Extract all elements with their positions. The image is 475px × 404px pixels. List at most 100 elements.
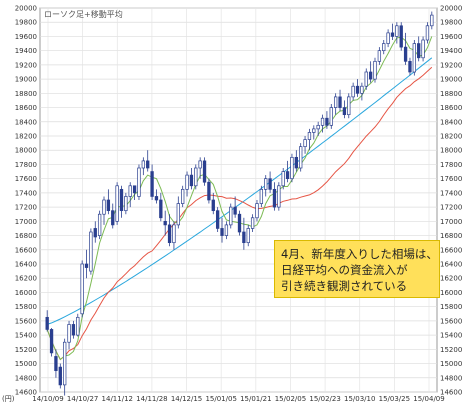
candle-body — [425, 25, 430, 41]
candle-body — [430, 14, 434, 27]
candle-body — [211, 199, 215, 212]
candle-body — [408, 60, 412, 73]
x-tick-label: 14/10/27 — [67, 395, 98, 403]
mid-ma-line — [46, 66, 433, 361]
candle-body — [207, 181, 211, 201]
y-tick-label-left: 17800 — [15, 161, 37, 169]
y-tick-label-right: 15200 — [440, 346, 462, 354]
candle-body — [250, 217, 255, 229]
y-tick-label-left: 14600 — [15, 389, 37, 397]
candle-body — [242, 231, 246, 244]
candle-body — [255, 203, 259, 219]
candle-body — [106, 199, 111, 212]
y-tick-label-left: 19800 — [15, 19, 37, 27]
candle-body — [176, 203, 180, 226]
candle-body — [198, 160, 202, 169]
y-tick-label-right: 16600 — [440, 246, 462, 254]
candle-body — [229, 206, 233, 226]
candle-body — [124, 196, 128, 212]
x-tick-label: 15/04/09 — [413, 395, 444, 403]
candle-body — [355, 85, 360, 94]
y-tick-label-left: 18600 — [15, 104, 37, 112]
candle-body — [63, 341, 67, 386]
y-unit-label: (円) — [2, 395, 15, 403]
candle-body — [277, 185, 281, 208]
candle-body — [167, 224, 172, 244]
y-tick-label-right: 19800 — [440, 19, 462, 27]
y-tick-label-right: 18600 — [440, 104, 462, 112]
candle-body — [246, 228, 250, 244]
candle-body — [373, 60, 377, 80]
candle-body — [417, 43, 421, 59]
x-tick-label: 15/02/23 — [309, 395, 340, 403]
candle-body — [89, 231, 93, 272]
y-tick-label-right: 18400 — [440, 118, 462, 126]
y-tick-label-left: 16000 — [15, 289, 37, 297]
x-tick-label: 14/11/12 — [102, 395, 133, 403]
y-tick-label-left: 15600 — [15, 317, 37, 325]
candle-body — [45, 316, 49, 330]
y-tick-label-right: 19600 — [440, 33, 462, 41]
x-tick-label: 15/03/25 — [379, 395, 410, 403]
y-tick-label-left: 19400 — [15, 47, 37, 55]
candle-body — [159, 199, 163, 219]
x-tick-label: 15/02/05 — [275, 395, 306, 403]
y-tick-label-left: 16800 — [15, 232, 37, 240]
y-tick-label-right: 16000 — [440, 289, 462, 297]
x-tick-label: 14/10/09 — [32, 395, 63, 403]
annotation-line-3: 引き続き観測されている — [281, 279, 408, 293]
candle-body — [403, 46, 408, 62]
candle-body — [320, 117, 325, 126]
y-tick-label-left: 17200 — [15, 204, 37, 212]
candle-body — [364, 71, 368, 87]
candle-body — [150, 171, 154, 197]
y-tick-label-left: 15400 — [15, 332, 37, 340]
candle-body — [333, 96, 338, 108]
long-ma-line — [47, 57, 433, 325]
candle-body — [202, 160, 207, 183]
candle-body — [181, 188, 185, 204]
candle-body — [382, 43, 386, 52]
candle-body — [299, 146, 303, 169]
x-tick-label: 15/03/10 — [344, 395, 375, 403]
x-tick-label: 14/11/28 — [136, 395, 167, 403]
candle-body — [102, 199, 106, 215]
y-tick-label-right: 18800 — [440, 90, 462, 98]
y-tick-label-left: 19600 — [15, 33, 37, 41]
candle-body — [58, 366, 62, 386]
candle-body — [268, 178, 272, 190]
candle-body — [71, 324, 76, 336]
y-tick-label-right: 17400 — [440, 189, 462, 197]
candle-body — [259, 188, 264, 204]
candle-body — [76, 316, 80, 336]
y-tick-label-right: 15000 — [440, 360, 462, 368]
candle-body — [137, 167, 141, 197]
candle-body — [325, 117, 329, 126]
candle-body — [220, 228, 224, 236]
candle-body — [163, 220, 167, 226]
candle-body — [399, 25, 403, 48]
candle-body — [132, 185, 137, 194]
y-tick-label-left: 16600 — [15, 246, 37, 254]
candle-body — [93, 228, 97, 238]
y-tick-label-right: 14800 — [440, 374, 462, 382]
y-tick-label-left: 18400 — [15, 118, 37, 126]
y-tick-label-right: 17000 — [440, 218, 462, 226]
y-tick-label-right: 19400 — [440, 47, 462, 55]
candle-body — [67, 324, 71, 343]
y-tick-label-right: 18200 — [440, 133, 462, 141]
annotation-box: 4月、新年度入りした相場は、 日経平均への資金流入が 引き続き観測されている — [274, 240, 440, 298]
candle-body — [115, 185, 119, 222]
y-tick-label-left: 18800 — [15, 90, 37, 98]
candle-body — [264, 178, 268, 190]
y-tick-label-right: 16400 — [440, 261, 462, 269]
candle-body — [233, 206, 237, 215]
y-tick-label-left: 16400 — [15, 261, 37, 269]
candle-body — [368, 71, 373, 80]
y-tick-label-left: 17400 — [15, 189, 37, 197]
candle-body — [281, 171, 285, 187]
candle-body — [119, 188, 124, 212]
candle-body — [194, 167, 198, 187]
y-tick-label-right: 19200 — [440, 61, 462, 69]
